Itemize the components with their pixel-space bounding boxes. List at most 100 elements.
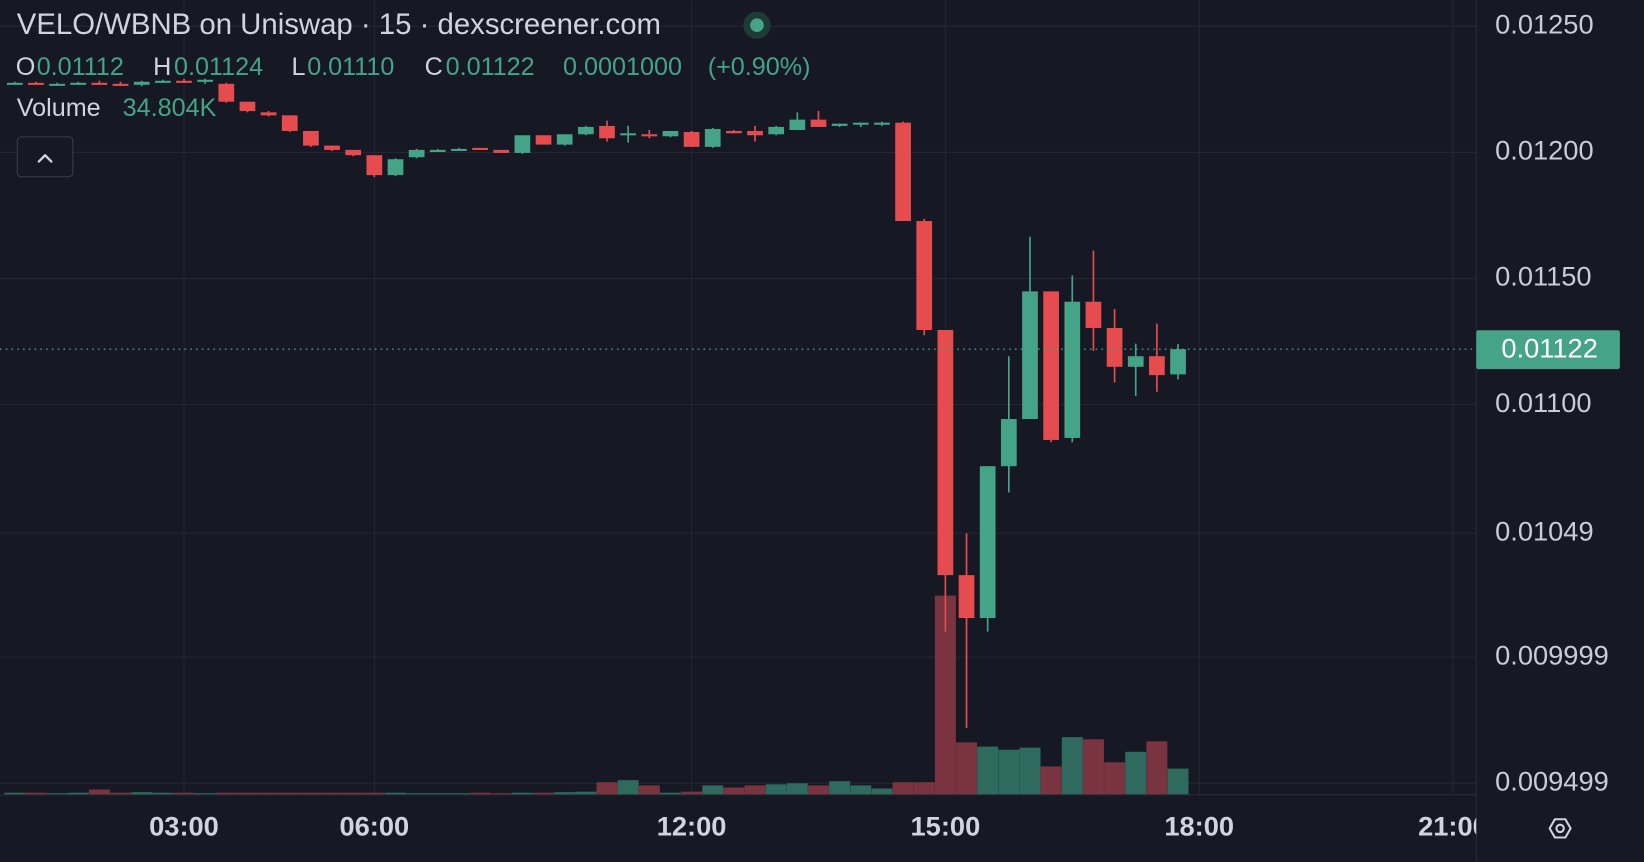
volume-bar [1146, 741, 1168, 795]
volume-bar [723, 787, 745, 795]
legend-change-pct: (+0.90%) [708, 53, 811, 81]
candle-body [641, 134, 658, 137]
x-tick-label: 15:00 [911, 811, 981, 842]
volume-bar [850, 785, 872, 795]
status-dot [750, 18, 764, 33]
volume-bar [321, 792, 343, 795]
volume-bar [236, 792, 258, 795]
y-tick-label: 0.01250 [1495, 9, 1594, 40]
legend-value: 0.01110 [307, 53, 394, 81]
price-badge [1476, 330, 1620, 370]
volume-bar [215, 792, 237, 795]
candle-body [937, 329, 954, 576]
candle-body [408, 149, 425, 158]
candle-body [133, 81, 150, 85]
legend-key: O [16, 53, 36, 81]
volume-bar [363, 792, 385, 795]
candle-body [366, 155, 383, 176]
volume-bar [956, 742, 978, 795]
candle-body [683, 131, 700, 147]
volume-bar [279, 792, 301, 795]
candle-body [260, 112, 277, 116]
volume-bar [511, 792, 533, 795]
y-tick-label: 0.01150 [1495, 261, 1591, 292]
axes: 0.01250 0.01200 0.01150 0.01100 0.01049 0.009… [149, 9, 1620, 842]
legend-key: H [153, 53, 171, 81]
candle-body [979, 466, 996, 619]
volume-bar [786, 783, 808, 795]
candle-body [1149, 356, 1165, 376]
candle-body [91, 82, 108, 85]
candle-body [345, 149, 362, 156]
volume-bar [406, 793, 428, 795]
volume-bar [131, 792, 153, 795]
volume-bar [1082, 739, 1104, 795]
candle-body [1022, 291, 1038, 420]
volume-bar [575, 791, 597, 795]
x-tick-label: 21:00 [1418, 811, 1488, 842]
candle-body [387, 159, 404, 176]
plot-area [0, 78, 1477, 795]
candle-body [958, 575, 975, 619]
volume-bar [46, 793, 68, 795]
volume-bar [342, 792, 364, 795]
candle-body [49, 83, 65, 86]
volume-bar [300, 792, 322, 795]
volume-bar [88, 789, 110, 795]
volume-bar [427, 793, 449, 795]
legend-change: 0.0001000 [563, 53, 682, 81]
candle-body [303, 130, 319, 146]
candle-body [556, 134, 573, 145]
volume-bar [681, 791, 703, 795]
volume-bar [998, 749, 1020, 795]
candle-body [154, 80, 171, 83]
candle-body [599, 125, 615, 139]
chart-title: VELO/WBNB on Uniswap · 15 · dexscreener.… [17, 8, 661, 41]
candle-body [1106, 327, 1123, 367]
candle-body [1170, 349, 1186, 375]
collapse-button[interactable] [16, 136, 74, 178]
chevron-icon[interactable] [37, 154, 53, 163]
candle-body [176, 80, 192, 83]
candle-body [239, 101, 256, 112]
volume-bar [448, 793, 470, 795]
volume-bar [469, 792, 491, 795]
volume-value: 34.804K [123, 94, 217, 122]
candle-body [1043, 291, 1060, 440]
header: VELO/WBNB on Uniswap · 15 · dexscreener.… [16, 8, 811, 122]
volume-bar [173, 792, 195, 795]
x-tick-label: 03:00 [149, 811, 219, 842]
volume-bar [1104, 762, 1126, 795]
candle-body [1085, 301, 1102, 328]
volume-bar [1167, 768, 1189, 795]
candle-body [429, 149, 446, 152]
volume-bar [617, 780, 639, 795]
y-tick-label: 0.009999 [1495, 639, 1609, 670]
y-tick-label: 0.01049 [1495, 515, 1594, 546]
settings-icon-center[interactable] [1555, 823, 1565, 834]
candle-body [514, 135, 531, 153]
volume-bar [110, 792, 132, 795]
settings-button[interactable] [1548, 818, 1572, 839]
volume-bar [659, 792, 681, 795]
volume-bar [554, 792, 576, 795]
volume-bar [638, 785, 660, 795]
candle-body [70, 82, 87, 85]
volume-bar [934, 595, 956, 795]
x-tick-label: 06:00 [339, 811, 409, 842]
volume-bar [258, 792, 280, 795]
settings-icon[interactable] [1548, 818, 1572, 839]
candle-body [1064, 301, 1081, 438]
candle-body [324, 145, 340, 150]
candle-body [895, 122, 911, 222]
candle-body [281, 115, 298, 131]
volume-bar [913, 782, 935, 795]
candle-body [810, 119, 827, 127]
candle-body [726, 130, 742, 134]
y-tick-label: 0.009499 [1495, 765, 1609, 796]
volume-bar [744, 785, 766, 795]
volume-bar [892, 782, 914, 795]
x-tick-label: 18:00 [1164, 811, 1234, 842]
